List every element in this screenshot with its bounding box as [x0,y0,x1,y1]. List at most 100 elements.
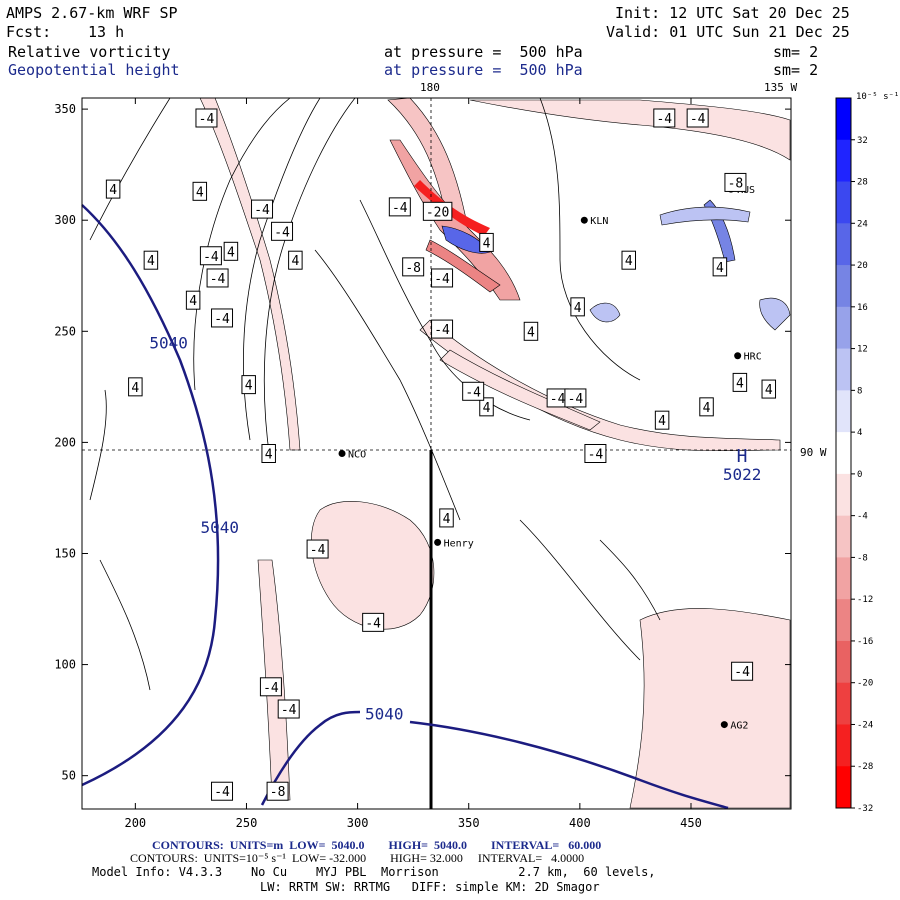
vort-label-neg-box [422,201,453,221]
colorbar-segment [836,557,851,600]
vort-label-neg-box [266,781,289,801]
vort-label-pos-box [761,379,777,399]
colorbar-segment [836,390,851,433]
colorbar-unit: 10⁻⁵ s⁻¹ [856,92,900,102]
y-tick-label: 300 [54,213,76,227]
forecast-hour: 13 h [88,23,125,41]
height-label: 5040 [201,518,240,537]
vort-label-pos-box [439,508,454,528]
vort-label-neg-box [431,268,454,288]
init-time: Init: 12 UTC Sat 20 Dec 25 [615,4,850,22]
vort-label-neg: -4 [214,785,230,800]
vort-label-pos: 4 [574,301,582,316]
field1-level: at pressure = 500 hPa [384,43,583,61]
field2-name: Geopotential height [8,61,180,79]
model-title: AMPS 2.67-km WRF SP [6,4,178,22]
vort-label-neg-box [388,197,411,217]
vort-label-pos-box [143,250,159,270]
colorbar-label: -28 [857,762,873,772]
vort-label-pos-box [523,321,539,341]
height-labels: 5040 5040 5040 [149,333,403,723]
vort-label-neg-box [686,108,709,128]
vort-label-pos: 4 [736,376,744,391]
vort-label-pos: 4 [196,185,204,200]
vort-label-neg: -4 [465,385,481,400]
station-label: NCO [348,450,366,461]
vort-label-neg-box [259,677,282,697]
vort-label-pos: 4 [227,245,235,260]
vort-label-pos: 4 [658,414,666,429]
y-tick-label: 100 [54,658,76,672]
station-dot [734,352,742,360]
vort-label-neg: -4 [274,225,290,240]
station-label: KLN [590,216,608,227]
y-tick-label: 50 [62,769,76,783]
colorbar-label: 20 [857,261,868,271]
vort-label-neg-box [362,612,385,632]
vort-label-pos-box [241,375,256,395]
colorbar-label: 4 [857,428,862,438]
valid-time: Valid: 01 UTC Sun 21 Dec 25 [606,23,850,41]
vort-label-neg: -20 [426,205,449,220]
vort-label-neg: -4 [550,392,566,407]
vort-label-neg: -4 [214,312,230,327]
colorbar-segment [836,223,851,266]
vort-label-neg: -4 [434,323,450,338]
vort-label-neg-box [653,108,676,128]
vort-label-pos-box [185,290,201,310]
x-tick-label: 450 [680,816,702,830]
field2-smooth: sm= 2 [773,61,819,79]
vort-label-neg-box [306,539,329,559]
colorbar-label: -32 [857,804,873,814]
colorbar-label: 12 [857,345,868,355]
colorbar-segment [836,139,851,183]
height-label: 5040 [149,333,188,352]
y-axis: 350 300 250 200 150 100 50 [54,102,791,783]
vort-label-neg-box [402,257,425,277]
colorbar-label: -12 [857,595,873,605]
vort-label-neg: -4 [690,112,706,127]
station-label: AG2 [730,721,748,732]
colorbar-label: 24 [857,219,868,229]
vort-label-pos-box [261,444,276,463]
neg-vort-blob [311,501,435,630]
colorbar-label: -24 [857,720,873,730]
colorbar-segment [836,515,851,558]
colorbar-label: 8 [857,386,862,396]
vort-label-pos: 4 [265,448,273,463]
vort-label-pos: 4 [483,236,491,251]
vort-label-pos-box [192,181,208,201]
vort-label-pos: 4 [703,401,711,416]
vort-label-neg: -4 [434,272,450,287]
vort-label-pos: 4 [483,401,491,416]
vort-label-neg: -8 [405,261,421,276]
pos-vort-blob [659,206,751,226]
lon-label-135w: 135 W [764,81,798,94]
vort-label-neg-box [462,381,485,401]
vort-label-pos: 4 [189,294,197,309]
x-tick-label: 400 [569,816,591,830]
colorbar-segment [836,682,851,725]
y-tick-label: 350 [54,102,76,116]
station-label: Henry [444,538,474,549]
station-dot [434,538,442,546]
plot-frame [81,97,792,810]
colorbar-segment [836,181,851,224]
vort-label-pos: 4 [527,325,535,340]
vort-label-neg: -8 [270,785,286,800]
footer-physics: LW: RRTM SW: RRTMG DIFF: simple KM: 2D S… [260,880,600,894]
colorbar-segment [836,473,851,517]
field1-name: Relative vorticity [8,43,171,61]
pos-vort-blob [759,297,791,331]
vort-label-pos: 4 [765,383,773,398]
y-tick-label: 200 [54,435,76,449]
vort-label-pos-box [732,372,748,392]
colorbar-label: -4 [857,512,868,522]
footer-model-info: Model Info: V4.3.3 No Cu MYJ PBL Morriso… [92,865,656,879]
vort-label-pos-box [288,250,303,270]
station-dot [580,216,588,224]
vort-label-neg-box [564,388,587,408]
colorbar-label: 32 [857,136,868,146]
vort-label-neg: -4 [199,112,215,127]
